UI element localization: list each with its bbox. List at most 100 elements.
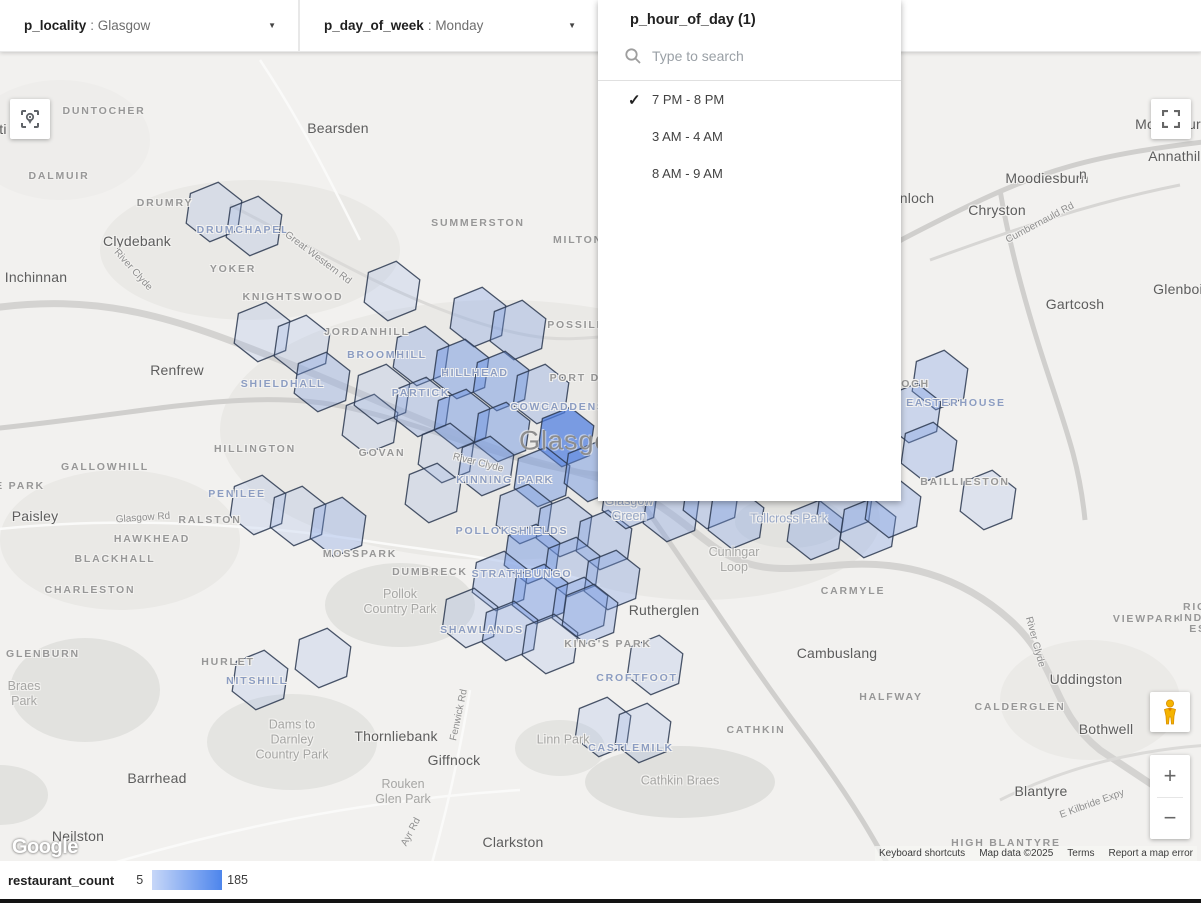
map-label: CATHKIN [726,724,786,736]
map-label: SUMMERSTON [431,217,525,229]
map-label: Fenwick Rd [448,688,470,742]
map-label: Barrhead [127,770,187,786]
dropdown-divider [598,80,901,81]
map-label: PENILEE [208,488,266,500]
report-map-error-link[interactable]: Report a map error [1108,848,1193,859]
hexagon[interactable] [294,627,352,689]
search-input[interactable] [652,47,872,64]
map-label: BAILLIESTON [920,476,1010,488]
hexagon[interactable] [513,446,571,508]
check-icon: ✓ [628,91,641,109]
map-label: E Kilbride Expy [1058,787,1126,821]
hexagon[interactable] [273,314,331,376]
map-label: Neilston [51,828,105,844]
map-label: DRUMRY [136,197,194,209]
keyboard-shortcuts-link[interactable]: Keyboard shortcuts [879,848,966,859]
dropdown-option[interactable]: 3 AM - 4 AM [598,118,901,155]
hexagon[interactable] [269,485,327,547]
filter-locality[interactable]: p_locality : Glasgow ▼ [0,0,298,51]
hexagon[interactable] [900,421,958,483]
map-label: HAWKHEAD [113,533,191,545]
dropdown-title: p_hour_of_day (1) [630,12,756,28]
map-label: YOKER [209,263,257,275]
dropdown-search [598,36,901,75]
map-label: GLENBURN [6,648,80,660]
map-label: BROOMHILL [347,349,427,361]
map-label: HILLHEAD [441,367,509,379]
map-label: HURLET [201,656,255,668]
map-label: HILLINGTON [214,443,296,455]
map-label: Braes Park [7,679,41,708]
hexagon[interactable] [341,393,399,455]
map-label: River Clyde [1022,615,1048,669]
hexagon[interactable] [293,351,351,413]
map-label: PARTICK [391,387,451,399]
map-label: DALMUIR [28,170,90,182]
dropdown-options: ✓ 7 PM - 8 PM 3 AM - 4 AM 8 AM - 9 AM [598,81,901,192]
hexagon[interactable] [561,583,619,645]
hexagon[interactable] [489,299,547,361]
legend-max-value: 185 [227,873,249,887]
fullscreen-button[interactable] [1151,99,1191,139]
hexagon[interactable] [959,469,1017,531]
map-label: MILTON [552,234,604,246]
hexagon[interactable] [457,435,515,497]
hexagon[interactable] [626,634,684,696]
map-label: STRATHBUNGO [471,568,573,580]
hexagon[interactable] [574,696,632,758]
map-label: Moodiesburn [1005,170,1089,186]
recenter-pin-icon [21,110,39,128]
hexagon[interactable] [231,649,289,711]
hexagon[interactable] [521,613,579,675]
hexagon[interactable] [551,576,609,638]
hexagon[interactable] [583,549,641,611]
zoom-out-button[interactable]: − [1150,798,1190,840]
map-label: Tollcross Park [750,511,828,526]
legend-field-name: restaurant_count [8,872,115,888]
fullscreen-icon [1162,110,1180,128]
hexagon[interactable] [911,349,969,411]
terms-link[interactable]: Terms [1067,848,1095,859]
dropdown-option-label: 7 PM - 8 PM [652,92,725,107]
hexagon[interactable] [309,496,367,558]
zoom-in-button[interactable]: + [1150,755,1190,797]
map-label: POLLOKSHIELDS [455,525,569,537]
dropdown-option[interactable]: 8 AM - 9 AM [598,155,901,192]
map-label: Glasgow Rd [115,510,171,526]
bottom-bar [0,899,1201,903]
map-label: Clydebank [103,233,171,249]
hexagon[interactable] [614,702,672,764]
map-label: Renfrew [150,362,204,378]
map-label: KING'S PARK [564,638,652,650]
map-label: INDU [1179,612,1201,624]
map-label: RALSTON [178,514,242,526]
hexagon[interactable] [225,195,283,257]
map-label: MOSSPARK [322,548,398,560]
map-label: Rouken Glen Park [375,777,431,806]
map-label: CARMYLE [820,585,886,597]
map-label: Linn Park [536,732,590,747]
map-label: Cuningar Loop [708,545,760,574]
dropdown-option[interactable]: ✓ 7 PM - 8 PM [598,81,901,118]
legend-bar: restaurant_count 5 185 [0,861,1201,899]
map-label: n [1079,166,1087,182]
map-label: VIEWPARK [1112,613,1184,625]
map-label: E PARK [0,480,45,492]
hexagon[interactable] [229,474,287,536]
hexagon[interactable] [404,462,462,524]
google-logo[interactable]: Google [12,836,78,858]
map-label: River Clyde [111,247,155,293]
map-label: CALDERGLEN [974,701,1066,713]
hexagon[interactable] [363,260,421,322]
recenter-button[interactable] [10,99,50,139]
map-label: Blantyre [1014,783,1068,799]
map-label: CROFTFOOT [596,672,678,684]
pegman-streetview-button[interactable] [1150,692,1190,732]
map-label: Uddingston [1049,671,1123,687]
filter-day-of-week[interactable]: p_day_of_week : Monday ▼ [300,0,598,51]
map-label: CASTLEMILK [588,742,674,754]
dropdown-option-label: 8 AM - 9 AM [652,166,723,181]
map-label: EASTERHOUSE [906,397,1006,409]
dropdown-option-label: 3 AM - 4 AM [652,129,723,144]
